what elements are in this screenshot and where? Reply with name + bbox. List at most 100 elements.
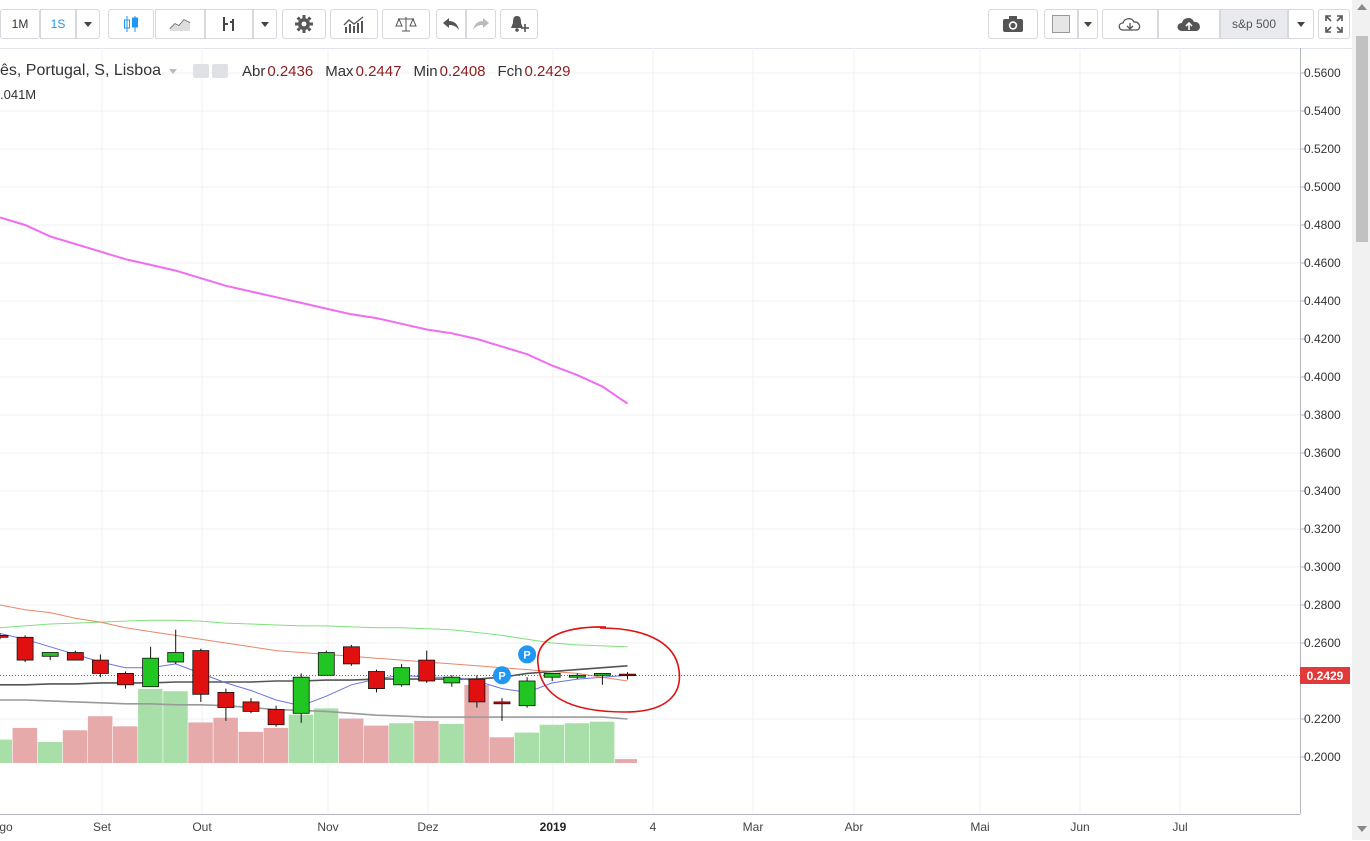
date-label: Mar — [742, 820, 764, 834]
price-scale[interactable] — [1300, 48, 1353, 814]
settings-button[interactable] — [282, 9, 326, 39]
candle-body — [317, 652, 335, 676]
volume-bar — [163, 691, 188, 763]
chart-grid — [0, 48, 1305, 814]
area-style-button[interactable] — [155, 9, 205, 39]
high-value: 0.2447 — [355, 62, 402, 80]
theme-dropdown-button[interactable] — [1078, 9, 1098, 39]
studies-icon — [343, 16, 364, 33]
interval-dropdown-button[interactable] — [76, 9, 100, 39]
undo-icon — [443, 18, 459, 30]
scroll-up-arrow-icon[interactable] — [1357, 4, 1367, 10]
candles-style-button[interactable] — [108, 9, 154, 39]
candle-body — [393, 667, 411, 686]
annotation-circle — [537, 626, 681, 713]
moving-average-line — [0, 619, 628, 648]
candle-body — [342, 646, 360, 665]
studies-button[interactable] — [330, 9, 378, 39]
candle — [468, 675, 486, 708]
load-layout-button[interactable] — [1102, 9, 1158, 39]
volume-bar — [539, 724, 565, 763]
date-label: Out — [192, 820, 212, 834]
alert-button[interactable] — [500, 9, 538, 39]
price-tick-label: 0.4800 — [1304, 218, 1341, 232]
scrollbar-thumb[interactable] — [1356, 36, 1368, 242]
candle — [0, 633, 9, 640]
candle-body — [543, 673, 561, 678]
date-label: Mai — [970, 820, 990, 834]
interval-1s-label: 1S — [50, 17, 66, 31]
price-tick-label: 0.3000 — [1304, 560, 1341, 574]
chevron-down-icon — [1084, 21, 1092, 27]
scroll-down-arrow-icon[interactable] — [1357, 826, 1367, 832]
chart-toolbar: 1M 1S s&p 500 — [0, 0, 1370, 49]
price-tick-label: 0.4600 — [1304, 256, 1341, 270]
compare-symbol-button[interactable]: s&p 500 — [1220, 9, 1288, 39]
chevron-down-icon[interactable] — [168, 68, 177, 74]
theme-button[interactable] — [1044, 9, 1078, 39]
pivot-badges: PP — [493, 645, 537, 685]
undo-button[interactable] — [436, 9, 466, 39]
line-chart-icon — [169, 19, 191, 31]
low-label: Min — [413, 62, 438, 80]
interval-1s-button[interactable]: 1S — [40, 9, 76, 39]
candle — [493, 698, 511, 721]
candle-body — [242, 701, 260, 712]
compare-button[interactable] — [382, 9, 430, 39]
fullscreen-icon — [1325, 15, 1343, 33]
eye-icon[interactable] — [192, 64, 209, 78]
candle — [292, 673, 310, 723]
candle — [117, 671, 134, 689]
candle-body — [167, 652, 185, 663]
candle-body — [117, 673, 134, 686]
price-tick-label: 0.3400 — [1304, 484, 1341, 498]
time-axis[interactable] — [0, 814, 1300, 841]
volume-bar — [138, 688, 163, 763]
save-layout-button[interactable] — [1158, 9, 1220, 39]
volume-bar — [0, 739, 12, 763]
moving-average-line — [0, 604, 628, 682]
volume-bar — [364, 725, 389, 763]
price-tick-label: 0.4200 — [1304, 332, 1341, 346]
fullscreen-button[interactable] — [1318, 9, 1350, 39]
moving-averages — [0, 216, 629, 720]
close-value: 0.2429 — [524, 62, 571, 80]
date-label: Jun — [1070, 820, 1090, 834]
indicators-dropdown-button[interactable] — [253, 9, 277, 39]
compare-dropdown-button[interactable] — [1288, 9, 1314, 39]
indicators-button[interactable] — [205, 9, 253, 39]
price-tick-label: 0.5000 — [1304, 180, 1341, 194]
symbol-name[interactable]: ês, Portugal, S, Lisboa — [0, 62, 161, 79]
volume-bar — [489, 737, 514, 763]
price-tick-label: 0.5600 — [1304, 66, 1341, 80]
volume-bars — [0, 685, 637, 763]
pivot-badge: P — [518, 645, 537, 664]
candle — [242, 698, 260, 714]
symbol-legend: ês, Portugal, S, Lisboa Abr 0.2436 Max 0.2… — [0, 61, 570, 81]
volume-bar — [615, 759, 637, 763]
candle-body — [443, 676, 461, 684]
candle-body — [619, 673, 636, 677]
candle-body — [292, 676, 310, 714]
moving-average-line — [0, 699, 628, 720]
compare-symbol-label: s&p 500 — [1231, 17, 1277, 31]
volume-bar — [37, 741, 63, 763]
price-tick-label: 0.2000 — [1304, 750, 1341, 764]
snapshot-button[interactable] — [988, 9, 1038, 39]
camera-icon — [1003, 16, 1023, 32]
interval-1m-label: 1M — [11, 17, 29, 31]
candle — [317, 650, 335, 676]
moving-average-line — [0, 216, 629, 405]
candle — [267, 705, 285, 727]
volume-bar — [564, 723, 590, 763]
interval-1m-button[interactable]: 1M — [0, 9, 40, 39]
gear-icon — [295, 15, 313, 33]
volume-bar — [389, 723, 414, 763]
chevron-down-icon — [261, 21, 269, 27]
candle-body — [468, 678, 486, 703]
redo-button[interactable] — [466, 9, 496, 39]
gear-icon[interactable] — [211, 64, 228, 78]
candle — [619, 672, 636, 680]
volume-bar — [313, 708, 339, 763]
